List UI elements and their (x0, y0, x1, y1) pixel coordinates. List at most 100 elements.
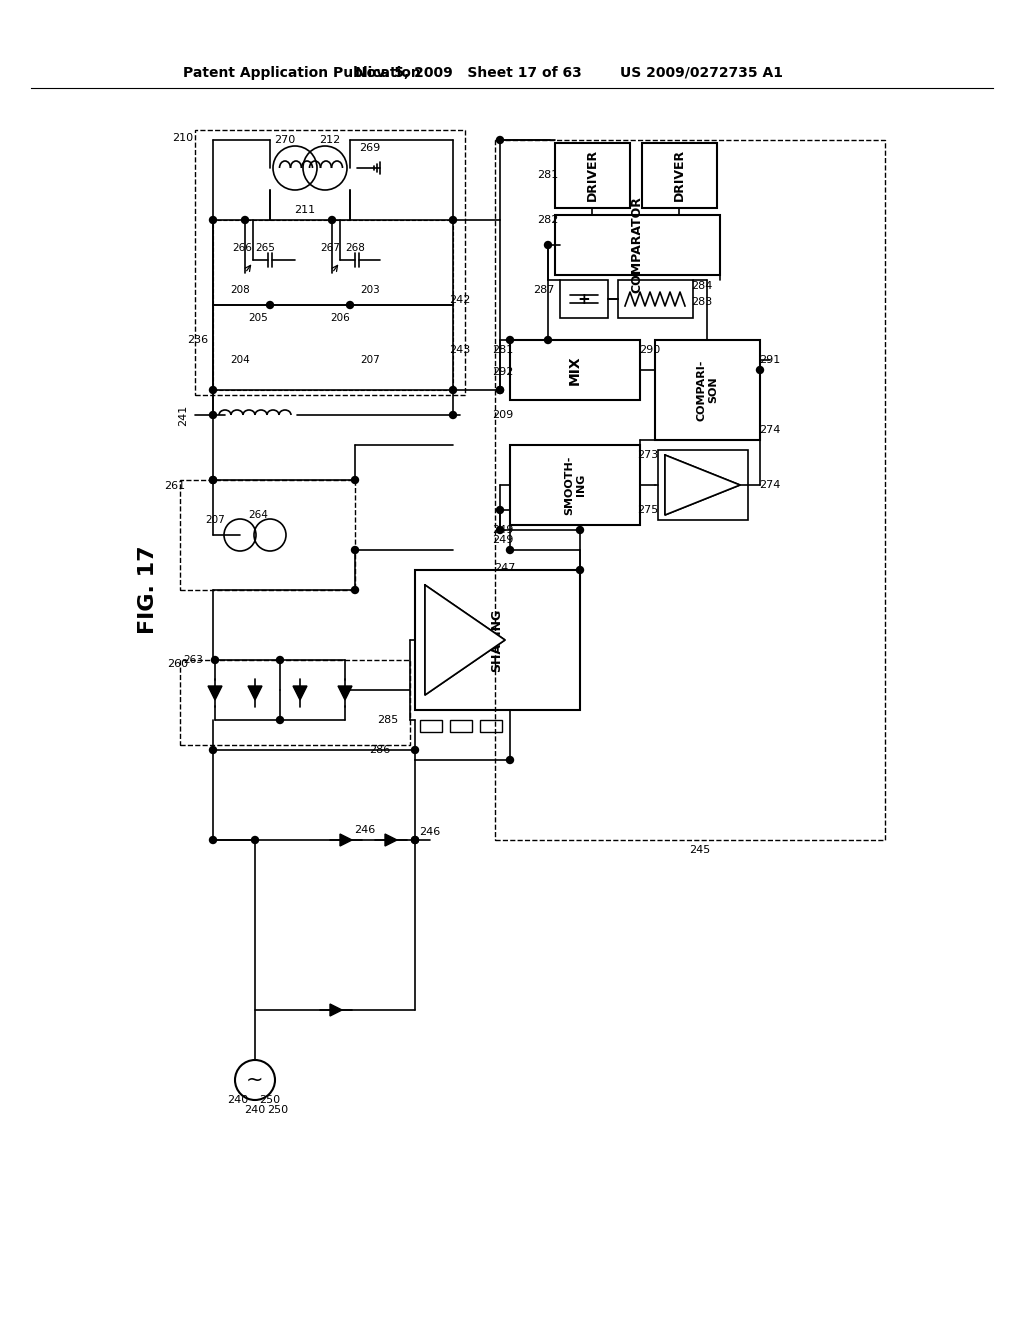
Circle shape (450, 216, 457, 223)
Polygon shape (208, 686, 222, 700)
Bar (655, 341, 760, 440)
Circle shape (507, 546, 513, 553)
Bar (450, 719, 472, 733)
Circle shape (497, 136, 504, 144)
Circle shape (545, 337, 552, 343)
Bar (195, 129, 465, 395)
Text: 208: 208 (230, 285, 250, 294)
Circle shape (252, 837, 258, 843)
Text: 249: 249 (493, 525, 514, 535)
Text: 268: 268 (345, 243, 365, 253)
Text: 212: 212 (319, 135, 341, 145)
Text: Patent Application Publication: Patent Application Publication (183, 66, 421, 81)
Circle shape (351, 546, 358, 553)
Polygon shape (385, 834, 397, 846)
Circle shape (577, 527, 584, 533)
Bar (555, 143, 630, 209)
Text: 284: 284 (691, 281, 713, 290)
Text: MIX: MIX (568, 355, 582, 385)
Polygon shape (330, 1005, 342, 1016)
Bar (658, 450, 748, 520)
Text: 203: 203 (360, 285, 380, 294)
Text: 250: 250 (267, 1105, 289, 1115)
Text: 250: 250 (259, 1096, 281, 1105)
Text: 287: 287 (534, 285, 555, 294)
Bar (213, 220, 453, 389)
Bar (495, 140, 885, 840)
Bar (420, 719, 442, 733)
Text: 263: 263 (183, 655, 203, 665)
Text: 269: 269 (359, 143, 381, 153)
Text: 209: 209 (493, 411, 514, 420)
Circle shape (412, 837, 419, 843)
Polygon shape (338, 686, 352, 700)
Text: 236: 236 (187, 335, 209, 345)
Circle shape (210, 412, 216, 418)
Text: 274: 274 (760, 425, 780, 436)
Circle shape (210, 216, 216, 223)
Text: 281: 281 (538, 170, 559, 180)
Text: 261: 261 (165, 480, 185, 491)
Text: SHAPING: SHAPING (490, 609, 504, 672)
Text: 260: 260 (168, 659, 188, 669)
Text: 292: 292 (493, 367, 514, 378)
Circle shape (450, 387, 457, 393)
Text: 266: 266 (232, 243, 252, 253)
Bar (510, 341, 640, 400)
Circle shape (507, 337, 513, 343)
Text: 210: 210 (172, 133, 194, 143)
Circle shape (210, 387, 216, 393)
Circle shape (351, 477, 358, 483)
Text: +: + (578, 292, 591, 306)
Text: 265: 265 (255, 243, 274, 253)
Text: 281: 281 (493, 345, 514, 355)
Text: FIG. 17: FIG. 17 (138, 545, 158, 635)
Circle shape (351, 586, 358, 594)
Text: 290: 290 (639, 345, 660, 355)
Text: 207: 207 (360, 355, 380, 366)
Text: 242: 242 (450, 294, 471, 305)
Text: 206: 206 (330, 313, 350, 323)
Bar (180, 660, 410, 744)
Text: 204: 204 (230, 355, 250, 366)
Circle shape (266, 301, 273, 309)
Circle shape (545, 242, 552, 248)
Text: DRIVER: DRIVER (586, 149, 598, 201)
Text: 247: 247 (495, 564, 516, 573)
Text: ~: ~ (246, 1071, 264, 1090)
Text: 240: 240 (245, 1105, 265, 1115)
Text: 274: 274 (760, 480, 780, 490)
Text: 273: 273 (637, 450, 658, 459)
Circle shape (276, 717, 284, 723)
Text: 207: 207 (205, 515, 225, 525)
Bar (555, 215, 720, 275)
Bar (480, 719, 502, 733)
Circle shape (210, 837, 216, 843)
Text: COMPARI-
SON: COMPARI- SON (696, 359, 718, 421)
Circle shape (412, 747, 419, 754)
Text: 245: 245 (689, 845, 711, 855)
Text: 285: 285 (378, 715, 398, 725)
Circle shape (212, 656, 218, 664)
Text: 246: 246 (420, 828, 440, 837)
Circle shape (242, 216, 249, 223)
Circle shape (412, 837, 419, 843)
Bar (180, 480, 355, 590)
Polygon shape (293, 686, 307, 700)
Polygon shape (665, 455, 740, 515)
Text: 211: 211 (295, 205, 315, 215)
Text: 264: 264 (248, 510, 268, 520)
Circle shape (329, 216, 336, 223)
Text: COMPARATOR: COMPARATOR (631, 197, 643, 293)
Text: 243: 243 (450, 345, 471, 355)
Circle shape (276, 656, 284, 664)
Text: US 2009/0272735 A1: US 2009/0272735 A1 (620, 66, 783, 81)
Bar (510, 445, 640, 525)
Text: 270: 270 (274, 135, 296, 145)
Circle shape (497, 527, 504, 533)
Circle shape (577, 566, 584, 573)
Circle shape (210, 747, 216, 754)
Text: Nov. 5, 2009   Sheet 17 of 63: Nov. 5, 2009 Sheet 17 of 63 (355, 66, 582, 81)
Circle shape (757, 367, 764, 374)
Circle shape (346, 301, 353, 309)
